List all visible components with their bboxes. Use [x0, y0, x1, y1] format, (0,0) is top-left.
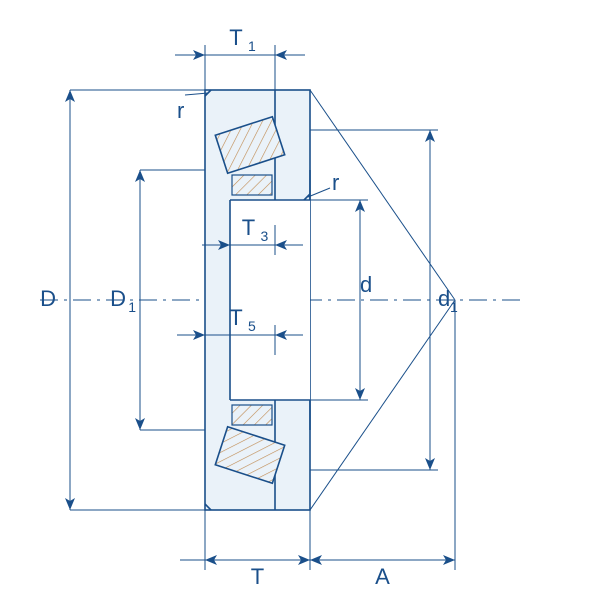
svg-text:d: d — [438, 286, 450, 311]
svg-text:T: T — [229, 25, 242, 50]
svg-text:1: 1 — [128, 299, 136, 315]
svg-text:5: 5 — [248, 318, 256, 334]
svg-text:T: T — [229, 305, 242, 330]
svg-text:D: D — [40, 286, 56, 311]
svg-text:1: 1 — [248, 38, 256, 54]
svg-text:r: r — [177, 98, 184, 123]
svg-text:T: T — [251, 564, 264, 589]
svg-text:r: r — [332, 170, 339, 195]
svg-text:1: 1 — [450, 299, 458, 315]
svg-text:d: d — [360, 272, 372, 297]
svg-text:3: 3 — [261, 228, 269, 244]
svg-text:T: T — [242, 215, 255, 240]
svg-text:D: D — [110, 286, 126, 311]
svg-text:A: A — [375, 564, 390, 589]
